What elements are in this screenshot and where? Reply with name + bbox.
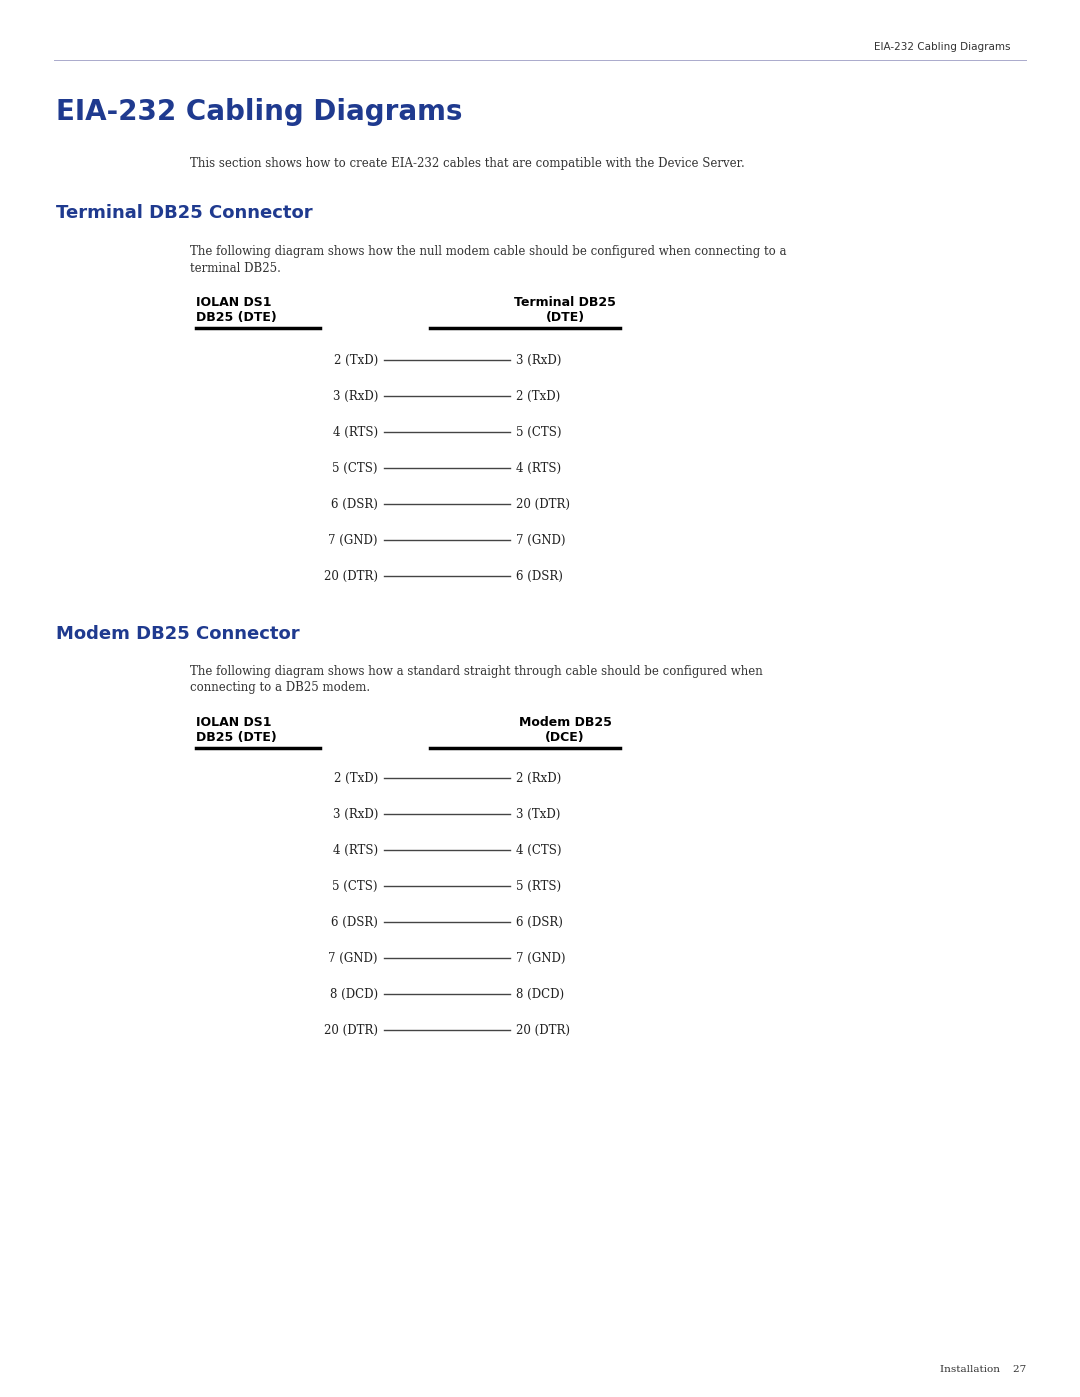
- Text: IOLAN DS1: IOLAN DS1: [195, 296, 271, 309]
- Text: DB25 (DTE): DB25 (DTE): [195, 312, 276, 324]
- Text: connecting to a DB25 modem.: connecting to a DB25 modem.: [190, 682, 370, 694]
- Text: 20 (DTR): 20 (DTR): [324, 570, 378, 583]
- Text: This section shows how to create EIA-232 cables that are compatible with the Dev: This section shows how to create EIA-232…: [190, 156, 745, 169]
- Text: 3 (RxD): 3 (RxD): [333, 390, 378, 402]
- Text: 6 (DSR): 6 (DSR): [516, 570, 563, 583]
- Text: DB25 (DTE): DB25 (DTE): [195, 732, 276, 745]
- Text: 6 (DSR): 6 (DSR): [516, 915, 563, 929]
- Text: 2 (RxD): 2 (RxD): [516, 771, 562, 785]
- Text: EIA-232 Cabling Diagrams: EIA-232 Cabling Diagrams: [56, 98, 462, 126]
- Text: 6 (DSR): 6 (DSR): [332, 497, 378, 510]
- Text: 5 (CTS): 5 (CTS): [516, 426, 562, 439]
- Text: 2 (TxD): 2 (TxD): [334, 771, 378, 785]
- Text: 8 (DCD): 8 (DCD): [516, 988, 564, 1000]
- Text: Modem DB25: Modem DB25: [518, 715, 611, 728]
- Text: Modem DB25 Connector: Modem DB25 Connector: [56, 624, 299, 643]
- Text: 5 (RTS): 5 (RTS): [516, 880, 562, 893]
- Text: 7 (GND): 7 (GND): [516, 534, 566, 546]
- Text: 20 (DTR): 20 (DTR): [324, 1024, 378, 1037]
- Text: IOLAN DS1: IOLAN DS1: [195, 715, 271, 728]
- Text: 5 (CTS): 5 (CTS): [333, 880, 378, 893]
- Text: (DCE): (DCE): [545, 732, 584, 745]
- Text: The following diagram shows how the null modem cable should be configured when c: The following diagram shows how the null…: [190, 246, 786, 258]
- Text: 7 (GND): 7 (GND): [328, 951, 378, 964]
- Text: The following diagram shows how a standard straight through cable should be conf: The following diagram shows how a standa…: [190, 665, 762, 679]
- Text: 20 (DTR): 20 (DTR): [516, 497, 570, 510]
- Text: Terminal DB25: Terminal DB25: [514, 296, 616, 309]
- Text: (DTE): (DTE): [545, 312, 584, 324]
- Text: Terminal DB25 Connector: Terminal DB25 Connector: [56, 204, 312, 222]
- Text: 4 (RTS): 4 (RTS): [333, 844, 378, 856]
- Text: 7 (GND): 7 (GND): [516, 951, 566, 964]
- Text: 3 (RxD): 3 (RxD): [333, 807, 378, 820]
- Text: 4 (CTS): 4 (CTS): [516, 844, 562, 856]
- Text: EIA-232 Cabling Diagrams: EIA-232 Cabling Diagrams: [874, 42, 1010, 52]
- Text: 7 (GND): 7 (GND): [328, 534, 378, 546]
- Text: 2 (TxD): 2 (TxD): [516, 390, 561, 402]
- Text: 2 (TxD): 2 (TxD): [334, 353, 378, 366]
- Text: 5 (CTS): 5 (CTS): [333, 461, 378, 475]
- Text: 8 (DCD): 8 (DCD): [329, 988, 378, 1000]
- Text: 3 (RxD): 3 (RxD): [516, 353, 562, 366]
- Text: 4 (RTS): 4 (RTS): [516, 461, 562, 475]
- Text: 20 (DTR): 20 (DTR): [516, 1024, 570, 1037]
- Text: 3 (TxD): 3 (TxD): [516, 807, 561, 820]
- Text: Installation    27: Installation 27: [940, 1365, 1026, 1375]
- Text: 6 (DSR): 6 (DSR): [332, 915, 378, 929]
- Text: 4 (RTS): 4 (RTS): [333, 426, 378, 439]
- Text: terminal DB25.: terminal DB25.: [190, 261, 281, 274]
